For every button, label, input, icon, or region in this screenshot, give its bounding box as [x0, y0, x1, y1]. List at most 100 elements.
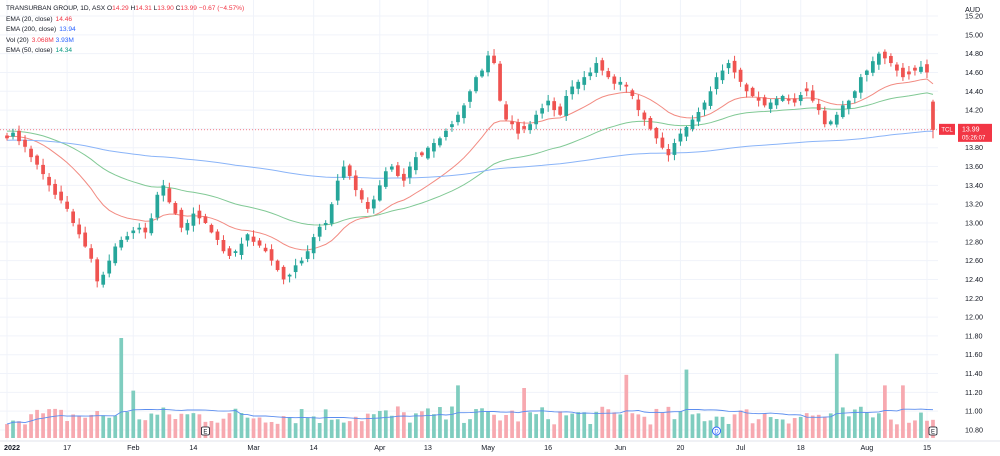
volume-bar [107, 417, 112, 438]
legend-indicator-3[interactable]: EMA (50, close) 14.34 [6, 46, 244, 57]
candle-body [197, 210, 202, 219]
candle-body [612, 76, 617, 84]
volume-bar [480, 408, 484, 438]
candle [257, 238, 262, 248]
price-tick-label: 10.80 [965, 426, 983, 435]
price-axis[interactable]: AUD15.2015.0014.8014.6014.4014.2014.0013… [940, 0, 1000, 440]
candle-body [642, 112, 647, 120]
legend-indicator-0[interactable]: EMA (20, close) 14.46 [6, 15, 244, 26]
candle-body [744, 84, 749, 92]
candle-body [305, 251, 310, 259]
legend-symbol-row[interactable]: TRANSURBAN GROUP, 1D, ASX O14.29 H14.31 … [6, 4, 244, 15]
volume-bar [167, 414, 172, 438]
candle [546, 94, 551, 112]
candle-body [456, 114, 460, 123]
candle-body [329, 204, 334, 224]
volume-bar [329, 419, 334, 438]
candle [510, 115, 514, 130]
candle [895, 62, 899, 77]
candle-body [925, 64, 929, 73]
candle-body [371, 199, 376, 209]
earnings-badge[interactable]: E [201, 426, 210, 436]
candle-body [47, 176, 51, 186]
volume-bar [161, 407, 166, 438]
volume-bar [191, 413, 196, 438]
volume-bar [804, 413, 809, 438]
indicator-value: 14.34 [55, 47, 73, 55]
legend-indicator-1[interactable]: EMA (200, close) 13.94 [6, 25, 244, 36]
candle [371, 195, 376, 214]
candle [618, 77, 623, 91]
candle [750, 86, 755, 98]
time-tick-label: 20 [676, 443, 684, 452]
earnings-badge[interactable]: E [928, 426, 938, 436]
candle [456, 111, 460, 126]
time-tick-label: 13 [424, 443, 432, 452]
candle [287, 273, 292, 283]
ohlc-c: C13.99 [173, 5, 197, 12]
candle [365, 197, 370, 213]
candle-body [708, 91, 713, 106]
volume-bar [883, 385, 887, 438]
price-tick-label: 15.00 [965, 30, 983, 39]
volume-bar [516, 421, 520, 438]
dividend-badge[interactable]: D [712, 426, 721, 436]
candle-body [215, 231, 220, 240]
volume-bar [600, 406, 605, 438]
candle [41, 158, 45, 180]
volume-bar [660, 412, 665, 438]
volume-bar [347, 421, 352, 438]
candle [395, 161, 400, 178]
candle-body [293, 265, 298, 273]
legend-indicator-2[interactable]: Vol (20) 3.068M 3.93M [6, 36, 244, 47]
time-axis[interactable]: 2022 17 Feb 14 Mar 14 Apr 13 May 16 Jun 20 Jul 18 Aug 1… [0, 426, 1000, 452]
candle [792, 93, 797, 107]
candle [883, 49, 887, 65]
candle-body [317, 226, 322, 237]
volume-bar [666, 406, 671, 438]
volume-bar [401, 412, 406, 438]
candle-body [23, 139, 27, 147]
ema-50-line [7, 92, 934, 226]
time-tick-label: 16 [544, 443, 552, 452]
candle-body [726, 63, 731, 69]
candle-body [335, 180, 340, 201]
candle-body [41, 164, 45, 175]
volume-bar [708, 420, 713, 438]
candle-body [786, 99, 791, 101]
candle [708, 86, 713, 110]
candle-body [269, 249, 274, 261]
candle [907, 65, 911, 80]
volume-bar [462, 422, 466, 438]
candle-body [684, 127, 689, 137]
volume-bar [552, 424, 557, 438]
candle [245, 233, 250, 247]
volume-bar [570, 413, 575, 438]
volume-bar [540, 407, 545, 438]
price-tick-label: 13.20 [965, 200, 983, 209]
candle-body [492, 55, 496, 64]
candle-body [119, 239, 124, 248]
legend: TRANSURBAN GROUP, 1D, ASX O14.29 H14.31 … [6, 4, 244, 57]
price-tick-label: 14.80 [965, 49, 983, 58]
volume-bar [359, 421, 364, 438]
candle [444, 128, 448, 141]
volume-bars [5, 338, 935, 438]
volume-bar [426, 408, 430, 438]
candle [408, 161, 412, 184]
indicator-name: Vol (20) [6, 36, 29, 44]
volume-bar [726, 423, 731, 438]
indicator-value: 13.94 [59, 26, 76, 34]
volume-bar [414, 413, 418, 438]
candle [594, 57, 599, 78]
volume-bar [828, 413, 833, 438]
candle [696, 107, 701, 127]
candle-body [864, 70, 869, 75]
price-tick-label: 12.40 [965, 275, 983, 284]
candle [834, 111, 839, 128]
candle [233, 249, 238, 257]
volume-bar [564, 415, 569, 438]
candle-body [131, 230, 136, 234]
volume-bar [131, 390, 136, 438]
